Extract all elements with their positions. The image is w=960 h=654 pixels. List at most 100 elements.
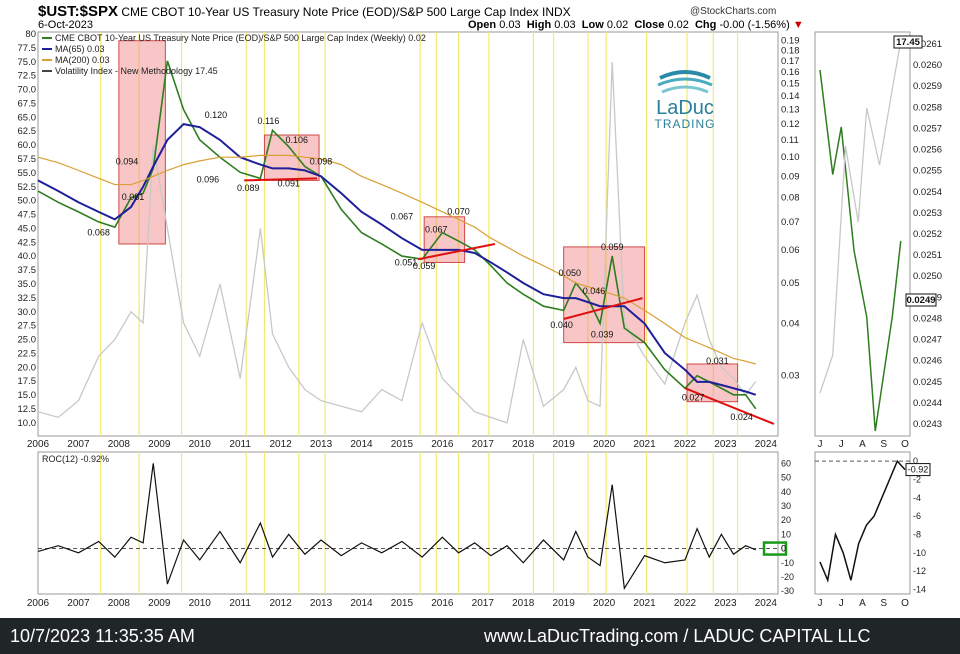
x-tick-label: 2009: [148, 439, 171, 450]
x-tick-label: 2023: [714, 439, 737, 450]
x-tick-label: 2007: [67, 439, 90, 450]
side-last-box: [893, 35, 923, 49]
side-roc-tick: -10: [913, 548, 926, 558]
ratio-tick-label: 0.08: [781, 193, 800, 204]
roc-x-tick-label: 2013: [310, 598, 333, 609]
ratio-tick-label: 0.12: [781, 119, 800, 130]
main-panel: [37, 31, 779, 437]
vix-tick-label: 60.0: [18, 140, 37, 151]
ratio-tick-label: 0.13: [781, 105, 800, 116]
ratio-tick-label: 0.05: [781, 278, 800, 289]
side-ratio-tick: 0.0255: [913, 166, 942, 177]
roc-x-tick-label: 2006: [27, 598, 50, 609]
roc-tick-label: 50: [781, 473, 791, 483]
chart-svg: 0.0680.0810.0940.1200.0960.0890.1160.091…: [18, 29, 943, 609]
vix-tick-label: 30.0: [18, 307, 37, 318]
chart-date: 6-Oct-2023: [38, 19, 94, 31]
data-label: 0.067: [391, 211, 414, 221]
roc-tick-label: 20: [781, 515, 791, 525]
roc-x-tick-label: 2009: [148, 598, 171, 609]
data-label: 0.081: [122, 192, 145, 202]
data-label: 0.040: [550, 320, 573, 330]
data-label: 0.106: [286, 135, 309, 145]
side-ratio-tick: 0.0252: [913, 229, 942, 240]
side-ratio-tick: 0.0256: [913, 145, 942, 156]
roc-tick-label: -10: [781, 558, 794, 568]
vix-tick-label: 75.0: [18, 57, 37, 68]
footer-bar: 10/7/2023 11:35:35 AM www.LaDucTrading.c…: [0, 618, 960, 654]
side-roc-x-tick: O: [901, 598, 909, 609]
side-roc-x-tick: J: [818, 598, 823, 609]
roc-x-tick-label: 2015: [391, 598, 414, 609]
x-tick-label: 2015: [391, 439, 414, 450]
ratio-tick-label: 0.14: [781, 91, 800, 102]
side-roc-tick: -12: [913, 566, 926, 576]
footer-site: www.LaDucTrading.com / LADUC CAPITAL LLC: [484, 626, 871, 646]
roc-current-value: 0: [781, 544, 786, 554]
x-tick-label: 2020: [593, 439, 616, 450]
ratio-tick-label: 0.19: [781, 36, 800, 47]
roc-tick-label: 0: [781, 544, 786, 554]
vix-tick-label: 12.5: [18, 404, 37, 415]
vix-tick-label: 65.0: [18, 112, 37, 123]
trend-line: [417, 242, 496, 261]
x-tick-label: 2006: [27, 439, 50, 450]
roc-panel: [37, 451, 779, 595]
data-label: 0.070: [447, 206, 470, 216]
data-label: 0.024: [730, 412, 753, 422]
roc-x-tick-label: 2018: [512, 598, 535, 609]
vix-tick-label: 25.0: [18, 335, 37, 346]
side-ratio-last-box: [905, 293, 937, 307]
vix-tick-label: 37.5: [18, 265, 37, 276]
side-ratio-line: [819, 69, 902, 432]
data-label: 0.089: [237, 183, 260, 193]
side-ratio-tick: 0.0257: [913, 123, 942, 134]
side-roc-tick: -4: [913, 493, 921, 503]
roc-x-tick-label: 2014: [350, 598, 373, 609]
roc-line: [37, 463, 756, 591]
side-ratio-tick: 0.0247: [913, 335, 942, 346]
footer-timestamp: 10/7/2023 11:35:35 AM: [10, 626, 195, 646]
data-label: 0.098: [310, 157, 333, 167]
chart-title: CME CBOT 10-Year US Treasury Note Price …: [121, 5, 571, 19]
side-ratio-tick: 0.0245: [913, 377, 942, 388]
symbol: $UST:$SPX: [38, 3, 119, 20]
data-label: 0.059: [413, 261, 436, 271]
roc-x-tick-label: 2010: [189, 598, 212, 609]
roc-tick-label: 10: [781, 529, 791, 539]
vix-tick-label: 22.5: [18, 348, 37, 359]
side-roc-tick: -2: [913, 474, 921, 484]
side-ratio-tick: 0.0251: [913, 250, 942, 261]
roc-tick-label: 30: [781, 501, 791, 511]
data-label: 0.027: [682, 392, 705, 402]
x-tick-label: 2012: [269, 439, 292, 450]
roc-x-tick-label: 2021: [633, 598, 656, 609]
data-label: 0.116: [258, 116, 280, 126]
side-roc-tick: 0: [913, 456, 918, 466]
vix-tick-label: 67.5: [18, 98, 37, 109]
x-tick-label: 2008: [108, 439, 131, 450]
x-tick-label: 2011: [229, 439, 251, 450]
data-label: 0.068: [87, 227, 110, 237]
svg-text:TRADING: TRADING: [655, 117, 716, 131]
vix-tick-label: 55.0: [18, 168, 37, 179]
side-roc-last: -0.92: [908, 465, 929, 475]
x-tick-label: 2018: [512, 439, 535, 450]
trend-line: [563, 297, 643, 320]
side-roc-last-box: [905, 463, 931, 477]
vix-tick-label: 80: [25, 29, 36, 40]
side-roc-x-tick: S: [880, 598, 887, 609]
ma200-line: [37, 154, 756, 365]
side-ratio-tick: 0.0248: [913, 313, 942, 324]
vix-tick-label: 70.0: [18, 85, 37, 96]
data-label: 0.046: [583, 286, 606, 296]
vix-tick-label: 57.5: [18, 154, 37, 165]
ratio-tick-label: 0.03: [781, 371, 800, 382]
x-tick-label: 2013: [310, 439, 333, 450]
side-roc-x-tick: J: [839, 598, 844, 609]
vix-line: [37, 61, 757, 424]
side-roc-x-tick: A: [859, 598, 866, 609]
side-ratio-tick: 0.0253: [913, 208, 942, 219]
roc-x-tick-label: 2020: [593, 598, 616, 609]
roc-x-tick-label: 2022: [674, 598, 697, 609]
